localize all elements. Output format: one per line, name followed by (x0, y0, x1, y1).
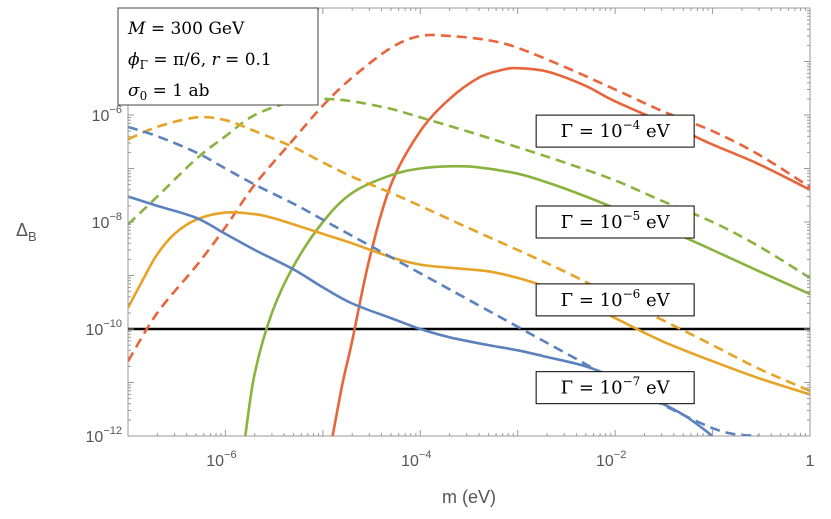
y-tick-label: 10−12 (86, 425, 122, 446)
legend-label-series-3: Γ = 10−6 eV (535, 283, 695, 317)
series-4-dashed-line (128, 125, 760, 436)
svg-text:Γ = 10−6 eV: Γ = 10−6 eV (561, 287, 671, 311)
y-axis-title: ΔB (16, 220, 37, 244)
svg-text:Γ = 10−7 eV: Γ = 10−7 eV (561, 375, 671, 399)
param-phase-ratio: ϕΓ = π/6, r = 0.1 (128, 50, 272, 72)
x-tick-label: 10−6 (206, 449, 236, 470)
x-tick-label: 1 (806, 453, 815, 470)
series-3-dashed-line (128, 115, 810, 392)
svg-text:Γ = 10−5 eV: Γ = 10−5 eV (561, 209, 671, 233)
x-tick-label: 10−2 (596, 449, 626, 470)
legend-label-series-2: Γ = 10−5 eV (535, 205, 695, 239)
param-cross-section: σ0 = 1 ab (128, 81, 210, 103)
y-tick-label: 10−8 (92, 211, 122, 232)
y-tick-label: 10−10 (86, 318, 122, 339)
legend-label-series-4: Γ = 10−7 eV (535, 371, 695, 405)
series-2-dashed-line (128, 97, 810, 280)
svg-text:Γ = 10−4 eV: Γ = 10−4 eV (561, 118, 671, 142)
params-box: M = 300 GeV ϕΓ = π/6, r = 0.1 σ0 = 1 ab (117, 7, 319, 106)
series-1-dashed-line (128, 33, 810, 362)
param-mass: M = 300 GeV (127, 19, 245, 39)
legend-label-series-1: Γ = 10−4 eV (535, 114, 695, 148)
x-tick-label: 10−4 (401, 449, 431, 470)
y-tick-label: 10−6 (92, 104, 122, 125)
x-axis-title: m (eV) (442, 487, 496, 507)
